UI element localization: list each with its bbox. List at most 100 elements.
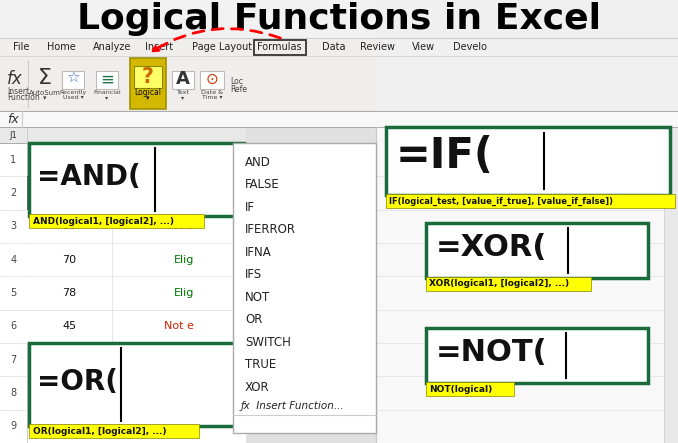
Text: TRUE: TRUE bbox=[245, 358, 276, 371]
Text: =NOT(: =NOT( bbox=[436, 338, 548, 367]
Bar bbox=[0, 127, 246, 143]
Text: fx: fx bbox=[7, 113, 19, 125]
Text: IFERROR: IFERROR bbox=[245, 223, 296, 236]
Bar bbox=[29, 424, 199, 438]
Text: 8: 8 bbox=[10, 388, 16, 398]
Bar bbox=[27, 243, 197, 276]
Text: Refe: Refe bbox=[230, 85, 247, 94]
Text: OR: OR bbox=[245, 313, 262, 326]
Text: Data: Data bbox=[322, 42, 346, 52]
Text: NOT(logical): NOT(logical) bbox=[429, 385, 492, 393]
Text: Not e: Not e bbox=[164, 321, 194, 331]
Text: ƒx  Insert Function...: ƒx Insert Function... bbox=[241, 401, 344, 411]
Bar bbox=[27, 310, 197, 343]
Text: 5: 5 bbox=[10, 288, 17, 298]
Bar bbox=[426, 328, 648, 383]
Bar bbox=[172, 70, 194, 89]
Text: 1: 1 bbox=[10, 155, 16, 165]
Text: AutoSum: AutoSum bbox=[29, 89, 61, 96]
Text: Logical: Logical bbox=[134, 88, 161, 97]
Text: =OR(: =OR( bbox=[37, 368, 118, 396]
Bar bbox=[29, 214, 204, 228]
Bar bbox=[386, 194, 675, 208]
Text: SWITCH: SWITCH bbox=[245, 336, 291, 349]
Text: Page Layout: Page Layout bbox=[192, 42, 252, 52]
Bar bbox=[27, 276, 197, 310]
Text: Elig: Elig bbox=[174, 288, 194, 298]
Bar bbox=[29, 143, 244, 216]
Bar bbox=[386, 127, 670, 195]
Text: ⊙: ⊙ bbox=[205, 72, 218, 87]
Text: =AND(: =AND( bbox=[37, 163, 141, 190]
Text: Review: Review bbox=[360, 42, 395, 52]
Text: 2: 2 bbox=[10, 188, 17, 198]
Text: Insert: Insert bbox=[145, 42, 173, 52]
Text: fx: fx bbox=[7, 70, 23, 88]
Text: FALSE: FALSE bbox=[245, 178, 280, 191]
Text: Age: Age bbox=[58, 188, 81, 198]
Bar bbox=[664, 127, 678, 443]
Bar bbox=[254, 39, 306, 54]
Text: ≡: ≡ bbox=[100, 70, 114, 89]
Text: =XOR(: =XOR( bbox=[436, 233, 547, 262]
Text: Recently: Recently bbox=[60, 90, 87, 95]
Text: Function: Function bbox=[7, 93, 40, 102]
Text: Insert: Insert bbox=[7, 87, 29, 96]
Text: Develo: Develo bbox=[453, 42, 487, 52]
Text: OR(logical1, [logical2], ...): OR(logical1, [logical2], ...) bbox=[33, 427, 167, 436]
Text: ▾: ▾ bbox=[146, 96, 150, 101]
Text: Analyze: Analyze bbox=[93, 42, 132, 52]
Text: Logical Functions in Excel: Logical Functions in Excel bbox=[77, 2, 601, 36]
Text: View: View bbox=[412, 42, 435, 52]
Text: AND: AND bbox=[245, 156, 271, 169]
Text: IF: IF bbox=[245, 201, 255, 214]
Bar bbox=[376, 127, 678, 443]
Bar bbox=[426, 223, 648, 278]
Text: AND(logical1, [logical2], ...): AND(logical1, [logical2], ...) bbox=[33, 217, 174, 226]
Bar bbox=[27, 176, 197, 210]
Bar bbox=[0, 127, 246, 443]
Text: ▾: ▾ bbox=[43, 95, 47, 101]
Text: 6: 6 bbox=[10, 321, 16, 331]
Text: J1: J1 bbox=[9, 131, 18, 140]
Text: File: File bbox=[13, 42, 29, 52]
Text: ?: ? bbox=[142, 66, 154, 86]
Bar bbox=[27, 210, 197, 243]
Text: ▾: ▾ bbox=[106, 95, 108, 100]
Text: Financial: Financial bbox=[93, 90, 121, 95]
Text: Time ▾: Time ▾ bbox=[202, 95, 222, 100]
Text: IF(logical_test, [value_if_true], [value_if_false]): IF(logical_test, [value_if_true], [value… bbox=[389, 196, 613, 206]
Bar bbox=[426, 277, 591, 291]
Text: Loc: Loc bbox=[230, 77, 243, 86]
Text: 3: 3 bbox=[10, 222, 16, 231]
Text: A: A bbox=[176, 70, 190, 88]
Text: 7: 7 bbox=[10, 355, 17, 365]
Text: Date &: Date & bbox=[201, 90, 223, 95]
Bar bbox=[130, 58, 166, 109]
Text: Σ: Σ bbox=[38, 67, 52, 88]
Text: ▾: ▾ bbox=[182, 95, 184, 100]
Text: Text: Text bbox=[176, 90, 189, 95]
Text: 4: 4 bbox=[10, 255, 16, 264]
Text: =IF(: =IF( bbox=[396, 135, 494, 177]
Bar bbox=[134, 66, 162, 88]
Text: XOR(logical1, [logical2], ...): XOR(logical1, [logical2], ...) bbox=[429, 280, 569, 288]
Bar bbox=[0, 38, 678, 111]
Text: XOR: XOR bbox=[245, 381, 270, 394]
Text: 78: 78 bbox=[62, 288, 77, 298]
Bar bbox=[96, 70, 118, 89]
Bar bbox=[376, 0, 678, 443]
Text: Not e: Not e bbox=[164, 222, 194, 231]
Text: 50: 50 bbox=[62, 222, 77, 231]
Bar bbox=[200, 70, 224, 89]
Text: IFS: IFS bbox=[245, 268, 262, 281]
Text: Home: Home bbox=[47, 42, 76, 52]
Bar bbox=[233, 143, 376, 433]
Bar bbox=[246, 127, 376, 443]
Text: IFNA: IFNA bbox=[245, 246, 272, 259]
Text: 9: 9 bbox=[10, 421, 16, 431]
Text: ☆: ☆ bbox=[66, 71, 80, 86]
Text: Used ▾: Used ▾ bbox=[62, 95, 83, 100]
Text: Formulas: Formulas bbox=[257, 42, 302, 52]
Text: 45: 45 bbox=[62, 321, 77, 331]
